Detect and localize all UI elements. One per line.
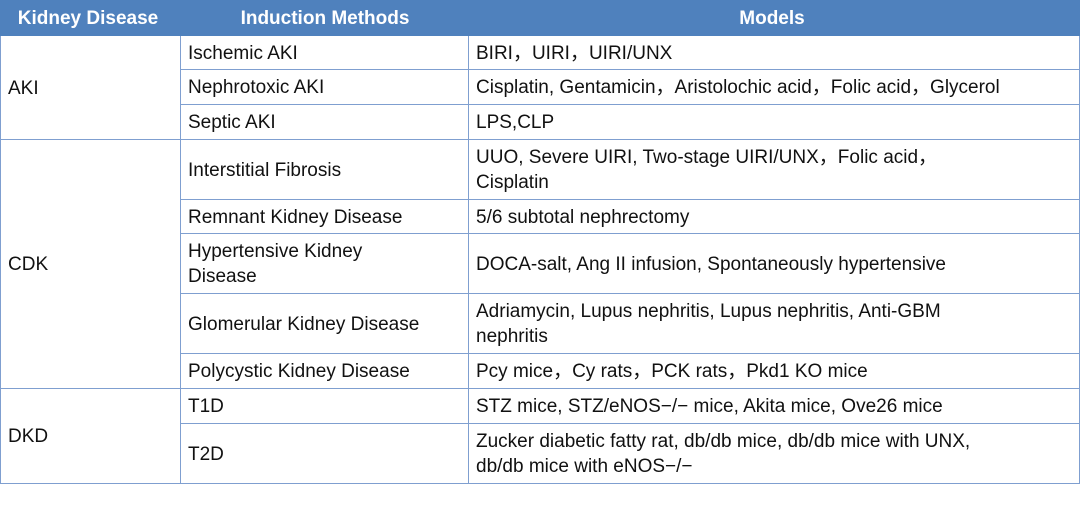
models-cell: Cisplatin, Gentamicin，Aristolochic acid，… [476,77,1000,98]
cell-line: nephritis [476,326,548,347]
models-cell: STZ mice, STZ/eNOS−/− mice, Akita mice, … [476,396,943,417]
row-border [0,483,1080,484]
disease-cell: CDK [8,254,49,275]
row-border [180,353,1080,354]
method-cell: Remnant Kidney Disease [188,206,403,228]
row-border [180,233,1080,234]
cell-line: Disease [188,266,257,287]
row-border [180,104,1080,105]
method-cell: Hypertensive Kidney Disease [180,234,468,294]
models-cell: 5/6 subtotal nephrectomy [476,206,690,228]
method-cell: T2D [188,443,224,465]
models-cell: BIRI，UIRI，UIRI/UNX [476,42,673,64]
method-cell: Interstitial Fibrosis [188,159,342,181]
method-cell: Ischemic AKI [188,42,298,64]
models-cell: UUO, Severe UIRI, Two-stage UIRI/UNX，Fol… [468,140,1080,200]
method-cell: T1D [188,396,224,417]
models-cell: Pcy mice，Cy rats，PCK rats，Pkd1 KO mice [476,361,868,382]
cell-line: db/db mice with eNOS−/− [476,456,693,477]
header-cell: Induction Methods [240,7,410,29]
header-cell: Kidney Disease [17,7,159,29]
models-cell: Adriamycin, Lupus nephritis, Lupus nephr… [468,294,1080,354]
method-cell: Glomerular Kidney Disease [188,313,420,335]
row-border [0,388,1080,389]
row-border [180,199,1080,200]
column-border [180,36,181,484]
row-border [180,69,1080,70]
models-cell: DOCA-salt, Ang II infusion, Spontaneousl… [476,253,946,275]
method-cell: Polycystic Kidney Disease [188,361,410,382]
cell-line: Cisplatin [476,172,549,193]
cell-line: Adriamycin, Lupus nephritis, Lupus nephr… [476,301,941,322]
header-bar [0,0,1080,36]
row-border [0,139,1080,140]
method-cell: Septic AKI [188,112,276,133]
disease-cell: AKI [8,77,39,99]
cell-line: UUO, Severe UIRI, Two-stage UIRI/UNX，Fol… [476,147,938,168]
row-border [180,423,1080,424]
cell-line: Zucker diabetic fatty rat, db/db mice, d… [476,431,971,452]
row-border [180,293,1080,294]
column-border [468,36,469,484]
models-cell: Zucker diabetic fatty rat, db/db mice, d… [468,424,1080,484]
disease-cell: DKD [8,426,49,447]
models-cell: LPS,CLP [476,112,555,133]
header-cell: Models [739,7,805,29]
method-cell: Nephrotoxic AKI [188,77,325,98]
cell-line: Hypertensive Kidney [188,241,363,262]
outer-border [0,36,1,484]
